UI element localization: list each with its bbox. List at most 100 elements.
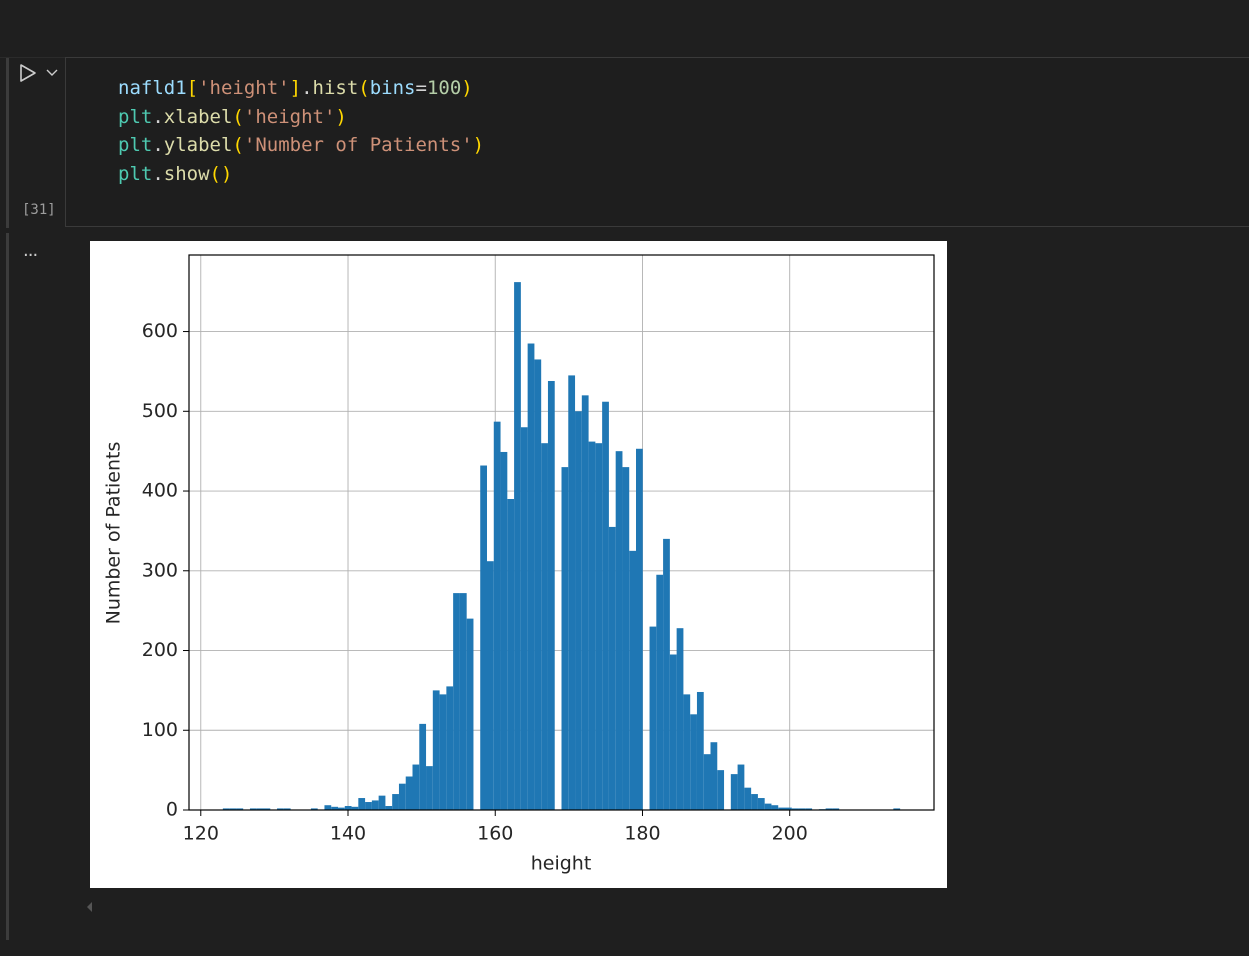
y-axis-label: Number of Patients [103,442,125,625]
bar [676,628,684,810]
y-tick-label: 300 [142,559,178,581]
bar [534,359,542,810]
x-tick-label: 200 [772,823,808,845]
code-token: . [152,105,164,128]
code-line: nafld1['height'].hist(bins=100) [118,74,484,103]
code-editor[interactable] [65,57,1249,227]
top-bar [0,0,1249,58]
bar [541,443,548,810]
code-token: 100 [426,77,462,99]
bar [256,808,264,810]
bar [229,808,237,810]
code-token: plt [118,163,153,186]
code-line: plt.ylabel('Number of Patients') [118,131,484,160]
x-tick-label: 120 [183,823,219,845]
bar [690,714,697,810]
code-token: ] [289,77,302,99]
execution-count: [31] [22,202,56,218]
bar [710,742,718,810]
bar [344,806,352,810]
code-token: ( [358,77,370,99]
bar [371,800,379,810]
bar [602,401,609,810]
bar [405,776,413,810]
bar [771,805,779,810]
bar [622,467,630,810]
y-tick-label: 100 [142,719,178,741]
bar [514,282,521,810]
bar [480,465,487,810]
bar [351,806,359,810]
bar [588,441,596,810]
code-token: ( [232,134,244,157]
bar [500,451,508,810]
code-token: [ [186,77,199,99]
bar [419,723,427,810]
bar [581,395,589,810]
code-line: plt.show() [118,160,484,189]
bar [432,690,440,810]
bar [730,774,738,810]
y-tick-label: 400 [142,480,178,502]
bar [385,806,393,810]
scroll-arrow[interactable] [84,900,96,914]
x-tick-label: 140 [330,823,366,845]
bar [439,694,447,810]
code-token: plt [118,134,153,157]
bar [358,798,366,810]
code-token: . [301,77,313,99]
bar [663,538,670,810]
bar [893,808,901,810]
bar [338,807,345,810]
bar [629,550,636,810]
bar [825,808,833,810]
bar [365,802,372,810]
code-token: hist [312,77,359,99]
bar [446,686,454,810]
cell-focus-bar [6,58,9,228]
bar [236,808,244,810]
bar [683,694,691,810]
bar [575,411,582,810]
bar [249,808,257,810]
code-token: . [152,163,164,186]
code-token: 'height' [198,77,290,99]
bar [764,803,772,810]
code-token: . [152,134,164,157]
bar [392,794,399,810]
bar [520,427,528,810]
code-token: show [163,163,210,186]
bar [798,808,806,810]
bar [832,808,840,810]
code-token: () [209,163,233,186]
bar [331,806,338,810]
bar [757,798,765,810]
output-focus-bar [6,233,9,940]
output-marker[interactable]: ... [23,240,38,261]
bar [561,467,569,810]
code-token: plt [118,105,153,128]
x-tick-label: 160 [477,823,513,845]
bar [222,808,230,810]
bar [805,808,813,810]
bar [426,766,433,810]
bar [696,691,704,810]
code-line: plt.xlabel('height') [118,103,484,132]
run-button[interactable] [16,62,66,86]
code-token: xlabel [163,105,233,128]
y-tick-label: 500 [142,400,178,422]
bar [310,808,318,810]
bar [751,794,758,810]
bar [412,764,420,810]
code-token: ) [335,105,347,128]
bar [778,807,785,810]
bar [717,770,725,810]
code-token: 'height' [243,105,336,128]
bar [507,499,515,810]
bar [453,593,460,810]
bar [378,795,386,810]
bar [283,808,291,810]
bar [459,593,467,810]
bar [466,618,474,810]
